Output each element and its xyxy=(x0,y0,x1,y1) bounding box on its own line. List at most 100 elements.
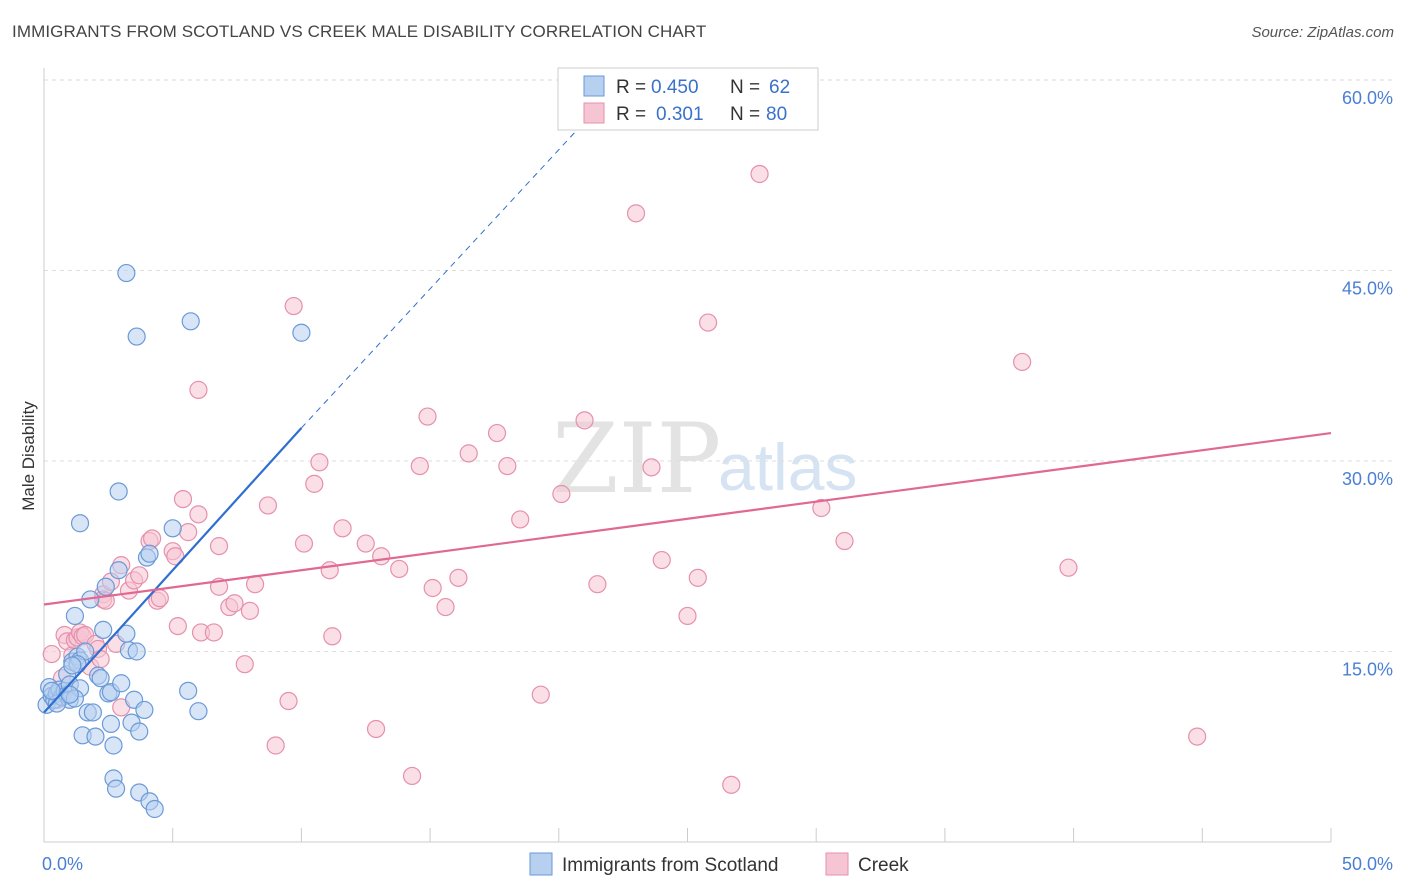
scotland-point xyxy=(60,685,79,704)
creek-point xyxy=(511,510,530,529)
creek-point xyxy=(266,736,285,755)
creek-point xyxy=(531,685,550,704)
creek-point xyxy=(487,423,507,443)
x-ticks xyxy=(172,828,1332,842)
scotland-point xyxy=(135,700,154,720)
scotland-point xyxy=(109,561,128,580)
scotland-point xyxy=(179,681,198,700)
scotland-point xyxy=(94,620,113,640)
creek-point xyxy=(91,650,110,669)
legend-n-label-creek: N = xyxy=(730,104,760,125)
creek-point xyxy=(305,474,324,493)
legend-n-label-scotland: N = xyxy=(730,77,760,98)
y-tick-label: 60.0% xyxy=(1342,88,1393,108)
x-tick-label-max: 50.0% xyxy=(1342,854,1393,874)
creek-point xyxy=(143,529,162,548)
creek-point xyxy=(189,505,208,524)
scotland-point xyxy=(104,736,123,755)
scotland-point xyxy=(117,263,136,283)
creek-point xyxy=(235,655,254,674)
legend-n-value-creek: 80 xyxy=(766,104,787,125)
creek-point xyxy=(130,566,149,585)
y-tick-label: 30.0% xyxy=(1342,469,1393,489)
creek-point xyxy=(436,597,455,617)
scotland-point xyxy=(83,703,103,722)
bottom-legend-label-creek: Creek xyxy=(858,855,909,876)
creek-point xyxy=(552,484,571,504)
creek-point xyxy=(356,534,375,553)
creek-point xyxy=(418,407,437,426)
legend-n-value-scotland: 62 xyxy=(769,77,790,98)
creek-point xyxy=(366,719,386,739)
creek-point xyxy=(449,568,468,587)
y-tick-labels: 15.0% 30.0% 45.0% 60.0% xyxy=(1342,88,1393,680)
scotland-point xyxy=(112,674,131,693)
creek-point xyxy=(835,531,854,551)
scotland-point xyxy=(127,642,146,661)
watermark-atlas: atlas xyxy=(718,430,857,504)
scotland-point xyxy=(109,482,128,501)
creek-point xyxy=(258,496,278,515)
stats-legend: R = 0.450 N = 62 R = 0.301 N = 80 xyxy=(557,67,819,131)
creek-point xyxy=(284,296,303,316)
creek-point xyxy=(1188,727,1207,746)
bottom-legend-label-scotland: Immigrants from Scotland xyxy=(562,855,778,876)
creek-point xyxy=(333,519,352,538)
creek-point xyxy=(166,547,185,566)
creek-point xyxy=(402,766,422,786)
creek-point xyxy=(323,627,342,646)
y-tick-label: 15.0% xyxy=(1342,660,1393,680)
creek-point xyxy=(498,456,517,476)
scotland-point xyxy=(145,799,164,819)
creek-point xyxy=(698,313,718,332)
bottom-legend-swatch-scotland xyxy=(529,852,553,876)
scotland-trend-line xyxy=(43,427,303,714)
creek-point xyxy=(209,536,229,556)
creek-point xyxy=(42,644,61,664)
legend-swatch-scotland xyxy=(583,75,605,97)
creek-point xyxy=(225,594,244,613)
creek-point xyxy=(204,623,223,642)
creek-point xyxy=(1059,558,1078,577)
creek-point xyxy=(410,456,429,476)
series-legend: Immigrants from Scotland Creek xyxy=(529,852,909,876)
creek-point xyxy=(722,775,741,794)
creek-point xyxy=(688,568,707,587)
scotland-point xyxy=(70,514,90,533)
scotland-point xyxy=(140,544,159,563)
creek-point xyxy=(575,411,594,430)
creek-point xyxy=(626,204,646,223)
legend-r-label-creek: R = xyxy=(616,104,646,125)
y-tick-label: 45.0% xyxy=(1342,279,1393,299)
creek-point xyxy=(812,498,831,518)
x-tick-label-min: 0.0% xyxy=(42,854,83,874)
scotland-point xyxy=(181,312,200,331)
creek-point xyxy=(423,578,442,598)
legend-r-value-creek: 0.301 xyxy=(656,104,704,125)
y-axis-title: Male Disability xyxy=(19,401,38,511)
creek-point xyxy=(168,616,187,636)
scotland-point xyxy=(42,681,61,700)
scotland-trend-extension xyxy=(301,107,598,429)
scotland-point xyxy=(86,727,105,746)
scotland-point xyxy=(63,656,82,675)
creek-point xyxy=(279,691,298,711)
legend-swatch-creek xyxy=(583,102,605,124)
creek-point xyxy=(750,164,769,184)
creek-point xyxy=(173,490,193,509)
creek-point xyxy=(390,559,409,579)
scotland-point xyxy=(106,779,126,798)
bottom-legend-swatch-creek xyxy=(825,852,849,876)
scotland-point xyxy=(91,669,110,688)
creek-point xyxy=(678,606,697,626)
grid-lines xyxy=(44,79,1395,652)
scotland-point xyxy=(65,606,84,626)
creek-point xyxy=(240,601,260,620)
creek-point xyxy=(372,547,391,566)
creek-trend-line xyxy=(43,431,1332,606)
scotland-point xyxy=(292,323,311,342)
scotland-point xyxy=(127,327,146,346)
creek-point xyxy=(1013,352,1032,372)
scotland-point xyxy=(163,519,182,538)
